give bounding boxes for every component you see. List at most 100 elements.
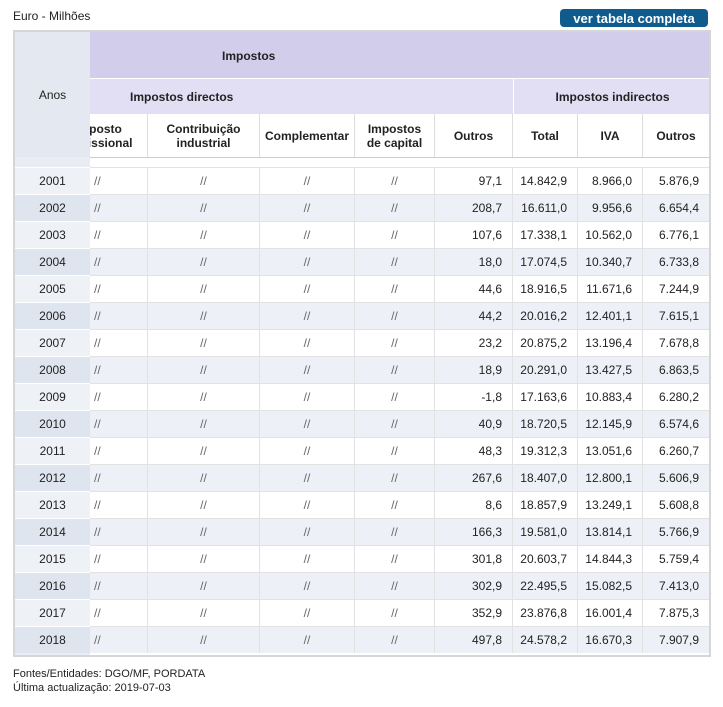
table-cell: // [90,410,148,437]
corner-header: Anos [15,32,90,157]
unit-label: Euro - Milhões [13,9,91,23]
table-cell: // [260,356,355,383]
table-row [90,302,709,329]
table-row [90,383,709,410]
year-cell: 2004 [15,248,90,275]
table-cell: 10.883,4 [578,383,643,410]
table-cell: // [90,437,148,464]
table-cell: // [355,518,435,545]
table-cell: // [90,518,148,545]
table-cell: // [260,275,355,302]
table-cell: // [260,572,355,599]
table-cell: // [355,383,435,410]
table-cell: // [90,383,148,410]
table-cell: // [260,194,355,221]
table-cell: 44,2 [435,302,513,329]
table-cell: 40,9 [435,410,513,437]
year-cell: 2013 [15,491,90,518]
table-cell: // [355,437,435,464]
table-cell: // [90,194,148,221]
table-cell: 352,9 [435,599,513,626]
table-cell: // [148,302,260,329]
table-cell: 6.260,7 [643,437,709,464]
table-cell: // [148,599,260,626]
table-cell: 6.733,8 [643,248,709,275]
table-cell: // [355,599,435,626]
table-cell: 24.578,2 [513,626,578,653]
table-cell: 13.814,1 [578,518,643,545]
year-cell: 2014 [15,518,90,545]
table-cell: 20.875,2 [513,329,578,356]
table-cell: 48,3 [435,437,513,464]
table-cell: 19.312,3 [513,437,578,464]
column-header: Complementar [260,114,355,157]
table-cell: 19.581,0 [513,518,578,545]
column-header: Impostos de capital [355,114,435,157]
table-cell: // [148,248,260,275]
table-cell: // [355,194,435,221]
table-cell: // [355,167,435,194]
table-row [90,329,709,356]
header-divider [90,157,709,158]
table-cell: 7.875,3 [643,599,709,626]
years-column: Anos 2001 2002 2003 2004 2005 2006 2007 2008 2009… [15,32,90,655]
table-cell: 10.562,0 [578,221,643,248]
table-row [90,599,709,626]
table-row [90,248,709,275]
table-cell: 22.495,5 [513,572,578,599]
column-header: Outros [435,114,513,157]
table-cell: 11.671,6 [578,275,643,302]
table-cell: 267,6 [435,464,513,491]
table-row [90,464,709,491]
year-cell: 2017 [15,599,90,626]
table-cell: // [148,491,260,518]
table-cell: 18.916,5 [513,275,578,302]
table-cell: // [148,167,260,194]
table-cell: 107,6 [435,221,513,248]
table-cell: 7.413,0 [643,572,709,599]
table-cell: // [260,248,355,275]
year-cell: 2012 [15,464,90,491]
table-cell: 6.776,1 [643,221,709,248]
table-cell: // [90,302,148,329]
table-row [90,437,709,464]
table-cell: 5.876,9 [643,167,709,194]
table-cell: // [260,491,355,518]
table-cell: // [148,356,260,383]
table-row [90,518,709,545]
column-header: IVA [578,114,643,157]
table-cell: 7.907,9 [643,626,709,653]
table-cell: 6.280,2 [643,383,709,410]
table-cell: // [90,545,148,572]
table-cell: 20.603,7 [513,545,578,572]
table-cell: 7.678,8 [643,329,709,356]
table-cell: 13.249,1 [578,491,643,518]
table-cell: // [260,545,355,572]
table-cell: 10.340,7 [578,248,643,275]
table-cell: // [355,302,435,329]
table-row [90,194,709,221]
table-cell: // [148,275,260,302]
table-cell: 208,7 [435,194,513,221]
table-cell: // [355,221,435,248]
table-cell: // [355,491,435,518]
column-header: Outros [643,114,709,157]
table-cell: 16.611,0 [513,194,578,221]
table-cell: // [260,302,355,329]
table-cell: // [90,329,148,356]
table-row [90,545,709,572]
table-cell: 17.074,5 [513,248,578,275]
table-cell: 5.608,8 [643,491,709,518]
table-cell: 8.966,0 [578,167,643,194]
table-row [90,167,709,194]
view-full-table-button[interactable]: ver tabela completa [560,9,708,27]
table-cell: 14.844,3 [578,545,643,572]
table-cell: // [355,356,435,383]
table-cell: // [90,572,148,599]
table-cell: 7.615,1 [643,302,709,329]
table-cell: 23.876,8 [513,599,578,626]
table-cell: 97,1 [435,167,513,194]
table-cell: -1,8 [435,383,513,410]
table-cell: // [148,437,260,464]
table-cell: 18.720,5 [513,410,578,437]
